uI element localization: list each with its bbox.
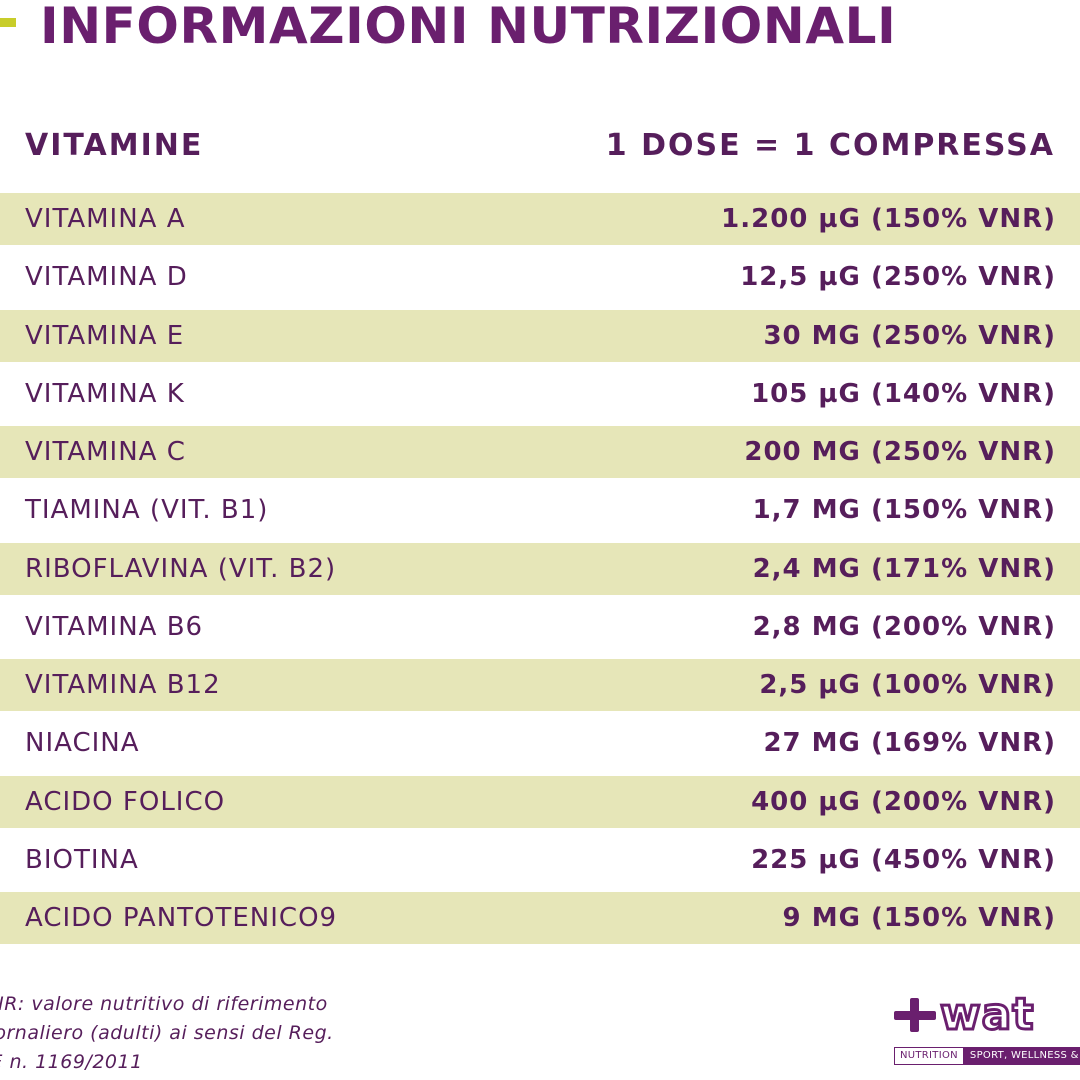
brand-tagline: NUTRITION SPORT, WELLNESS & ... <box>894 1047 1080 1065</box>
table-row: ACIDO FOLICO 400 µG (200% VNR) <box>0 775 1080 828</box>
table-row: ACIDO PANTOTENICO9 9 MG (150% VNR) <box>0 892 1080 944</box>
nutrient-name: VITAMINA C <box>25 437 186 467</box>
table-row: VITAMINA B12 2,5 µG (100% VNR) <box>0 659 1080 711</box>
table-row: VITAMINA B6 2,8 MG (200% VNR) <box>0 601 1080 653</box>
nutrient-name: VITAMINA B6 <box>25 611 204 642</box>
nutrient-name: BIOTINA <box>25 844 139 875</box>
nutrient-name: TIAMINA (VIT. B1) <box>25 495 269 526</box>
nutrient-value: 9 MG (150% VNR) <box>782 903 1056 933</box>
nutrition-table: VITAMINA A 1.200 µG (150% VNR) VITAMINA … <box>0 193 1080 950</box>
nutrient-value: 200 MG (250% VNR) <box>744 437 1056 467</box>
column-header-vitamins: VITAMINE <box>25 128 204 163</box>
table-row: VITAMINA C 200 MG (250% VNR) <box>0 426 1080 478</box>
accent-dash <box>0 18 16 27</box>
nutrient-value: 1,7 MG (150% VNR) <box>752 495 1056 526</box>
nutrient-value: 1.200 µG (150% VNR) <box>721 204 1056 234</box>
nutrient-value: 225 µG (450% VNR) <box>751 844 1056 875</box>
nutrient-name: VITAMINA K <box>25 378 185 409</box>
table-row: VITAMINA D 12,5 µG (250% VNR) <box>0 251 1080 303</box>
footnote-line: UE n. 1169/2011 <box>0 1051 143 1073</box>
tagline-sport-wellness: SPORT, WELLNESS & ... <box>963 1047 1080 1065</box>
table-row: VITAMINA K 105 µG (140% VNR) <box>0 368 1080 420</box>
table-row: BIOTINA 225 µG (450% VNR) <box>0 834 1080 886</box>
nutrient-name: ACIDO PANTOTENICO9 <box>25 903 338 933</box>
nutrient-name: VITAMINA A <box>25 204 186 234</box>
nutrient-name: VITAMINA D <box>25 262 188 293</box>
brand-wordmark: wat <box>938 989 1035 1040</box>
footnote-line: giornaliero (adulti) ai sensi del Reg. <box>0 1022 334 1044</box>
logo-mark: wat <box>894 989 1035 1040</box>
column-header-dose: 1 DOSE = 1 COMPRESSA <box>605 128 1055 163</box>
nutrient-value: 400 µG (200% VNR) <box>751 786 1056 817</box>
nutrient-name: VITAMINA E <box>25 320 185 351</box>
nutrient-value: 12,5 µG (250% VNR) <box>740 262 1056 293</box>
nutrient-value: 30 MG (250% VNR) <box>763 320 1056 351</box>
nutrient-name: VITAMINA B12 <box>25 670 221 700</box>
table-row: VITAMINA E 30 MG (250% VNR) <box>0 309 1080 362</box>
page-title: INFORMAZIONI NUTRIZIONALI <box>40 0 897 55</box>
table-row: TIAMINA (VIT. B1) 1,7 MG (150% VNR) <box>0 484 1080 536</box>
nutrient-value: 27 MG (169% VNR) <box>763 728 1056 759</box>
nutrient-value: 2,5 µG (100% VNR) <box>759 670 1056 700</box>
nutrient-value: 2,8 MG (200% VNR) <box>752 611 1056 642</box>
nutrient-value: 105 µG (140% VNR) <box>751 378 1056 409</box>
table-row: NIACINA 27 MG (169% VNR) <box>0 717 1080 769</box>
nutrient-name: NIACINA <box>25 728 140 759</box>
footnote: VNR: valore nutritivo di riferimento gio… <box>0 990 356 1077</box>
table-row: VITAMINA A 1.200 µG (150% VNR) <box>0 193 1080 245</box>
nutrient-name: RIBOFLAVINA (VIT. B2) <box>25 553 337 584</box>
nutrient-value: 2,4 MG (171% VNR) <box>752 553 1056 584</box>
plus-icon <box>894 998 936 1032</box>
footnote-line: VNR: valore nutritivo di riferimento <box>0 993 328 1015</box>
tagline-nutrition: NUTRITION <box>894 1047 964 1065</box>
table-row: RIBOFLAVINA (VIT. B2) 2,4 MG (171% VNR) <box>0 542 1080 595</box>
brand-logo: wat NUTRITION SPORT, WELLNESS & ... <box>894 989 1080 1072</box>
nutrient-name: ACIDO FOLICO <box>25 786 226 817</box>
